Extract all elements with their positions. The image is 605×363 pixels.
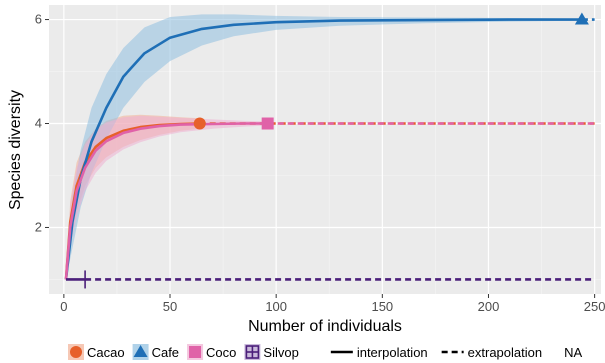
y-tick-label: 6 — [35, 12, 42, 27]
y-axis-title: Species diversity — [7, 90, 24, 210]
y-tick-label: 2 — [35, 219, 42, 234]
legend-label-interpolation: interpolation — [357, 345, 428, 360]
x-tick-label: 100 — [265, 299, 287, 314]
confidence-bands — [66, 14, 582, 280]
legend: Cacao Cafe Coco Silvop interpolation extrapol… — [68, 344, 582, 360]
legend-key-cafe — [132, 344, 149, 360]
legend-label-silvop: Silvop — [263, 345, 298, 360]
interpolation-line-coco — [64, 122, 268, 280]
x-tick-label: 200 — [478, 299, 500, 314]
observed-marker-cafe — [574, 12, 589, 25]
legend-key-cacao — [68, 344, 84, 360]
legend-key-silvop — [244, 344, 261, 360]
observed-marker-coco — [261, 117, 274, 130]
observed-marker-cacao — [193, 117, 206, 130]
legend-marker-silvop — [245, 345, 260, 359]
observed-markers — [84, 12, 589, 289]
legend-label-extrapolation: extrapolation — [468, 345, 542, 360]
legend-key-coco — [187, 344, 204, 360]
legend-marker-cacao — [70, 346, 82, 358]
legend-marker-coco — [189, 346, 202, 358]
legend-label-na: NA — [564, 345, 582, 360]
legend-marker-cafe — [133, 345, 148, 357]
x-tick-label: 50 — [163, 299, 177, 314]
x-tick-label: 250 — [584, 299, 605, 314]
legend-label-cafe: Cafe — [152, 345, 179, 360]
x-tick-label: 0 — [60, 299, 67, 314]
x-axis-title: Number of individuals — [248, 318, 402, 335]
legend-label-cacao: Cacao — [87, 345, 125, 360]
x-tick-label: 150 — [371, 299, 393, 314]
y-tick-label: 4 — [35, 116, 42, 131]
interpolation-line-cafe — [64, 18, 582, 280]
legend-label-coco: Coco — [206, 345, 236, 360]
axis-ticks: 0 50 100 150 200 250 2 4 6 — [35, 12, 605, 314]
